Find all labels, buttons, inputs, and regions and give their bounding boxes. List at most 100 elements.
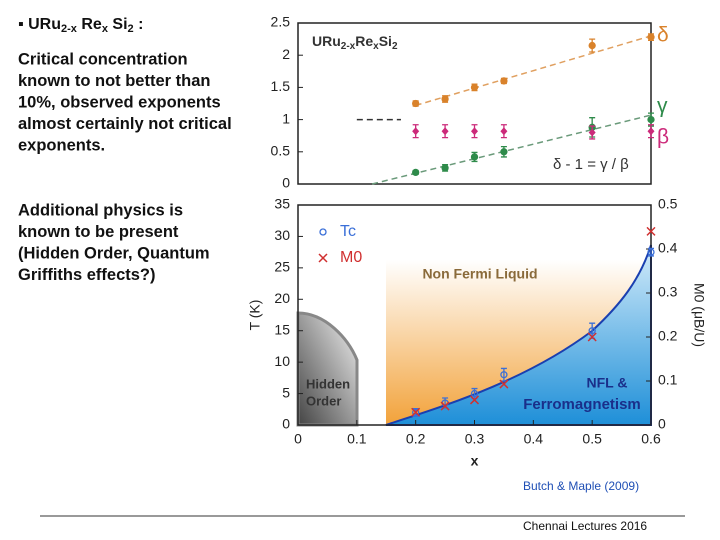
y-tick-label: 5 (282, 384, 290, 400)
x-tick-label: 0 (294, 431, 302, 447)
y-tick-label: 2 (282, 46, 290, 62)
marker (646, 226, 656, 236)
x-axis-label: x (471, 453, 479, 469)
marker (470, 83, 479, 92)
inset-subscript: 2-x (341, 41, 356, 52)
inset-subscript: x (373, 41, 379, 52)
fit-line (371, 114, 652, 185)
heading-part: Re (77, 16, 102, 33)
paragraph-line: known to be present (18, 223, 179, 241)
y-tick-label: 0 (282, 175, 290, 191)
marker (588, 128, 596, 137)
region-label: Non Fermi Liquid (422, 266, 537, 282)
paragraph-line: almost certainly not critical (18, 115, 232, 133)
x-tick-label: 0.1 (347, 431, 367, 447)
paragraph-line: Griffiths effects?) (18, 266, 156, 284)
marker (647, 115, 655, 124)
plot-frame (297, 22, 652, 185)
y2-tick-label: 0.2 (658, 328, 678, 344)
paragraph-line: known to not better than (18, 72, 210, 90)
heading-subscript: 2-x (61, 23, 78, 35)
y-tick-label: 20 (274, 290, 290, 306)
legend-label: γ (657, 95, 668, 118)
marker (469, 395, 480, 405)
marker (441, 164, 449, 172)
legend-label: β (657, 126, 669, 149)
y2-tick-label: 0 (658, 416, 666, 432)
marker (411, 407, 421, 417)
inset-part: Si (379, 33, 392, 49)
region-label: NFL & (587, 375, 628, 391)
heading-part: Si (108, 16, 128, 33)
x-tick-label: 0.3 (465, 431, 485, 447)
marker (647, 127, 655, 136)
y-tick-label: 1 (282, 110, 290, 126)
legend-marker (318, 253, 328, 263)
marker (412, 99, 420, 108)
marker (588, 41, 596, 50)
fm-region (385, 244, 652, 426)
hidden-order-region (296, 311, 359, 427)
y-tick-label: 30 (274, 227, 290, 243)
heading-subscript: 2 (128, 23, 134, 35)
paragraph-line: (Hidden Order, Quantum (18, 244, 210, 262)
y-tick-label: 15 (274, 321, 290, 337)
paragraph-line: 10%, observed exponents (18, 93, 221, 111)
marker (470, 153, 479, 161)
y2-tick-label: 0.4 (658, 240, 678, 256)
x-tick-label: 0.2 (406, 431, 426, 447)
heading: ▪ URu2-x Rex Si2 : (18, 16, 143, 35)
marker (441, 95, 449, 103)
region-label: Ferromagnetism (523, 396, 641, 413)
heading-part: : (134, 16, 144, 33)
error-bar (500, 367, 507, 382)
y-tick-label: 0.5 (271, 143, 291, 159)
marker (500, 371, 508, 379)
marker (412, 408, 420, 417)
region-label: Hidden (306, 376, 350, 391)
legend-label: Tc (340, 223, 356, 240)
y2-axis-label: M0 (μB/U) (691, 283, 707, 347)
x-tick-label: 0.6 (641, 431, 661, 447)
y-tick-label: 35 (274, 196, 290, 212)
marker (440, 401, 450, 411)
footer: Chennai Lectures 2016 (523, 519, 647, 533)
marker (500, 77, 508, 85)
legend-label: M0 (340, 249, 362, 266)
paragraph-line: exponents. (18, 136, 105, 154)
marker (500, 148, 508, 156)
legend-marker (319, 228, 327, 236)
marker (499, 379, 509, 389)
fit-line (415, 35, 652, 107)
region-label: Order (306, 393, 341, 408)
marker (470, 389, 479, 398)
inset-part: URu (312, 33, 341, 49)
inset-label: URu2-xRexSi2 (312, 33, 398, 52)
y-tick-label: 2.5 (271, 14, 291, 30)
marker (647, 248, 655, 256)
heading-part: URu (28, 16, 61, 33)
citation: Butch & Maple (2009) (523, 479, 639, 493)
marker (412, 127, 420, 136)
marker (500, 127, 508, 136)
y2-tick-label: 0.3 (658, 284, 678, 300)
marker (412, 168, 420, 177)
y2-tick-label: 0.1 (658, 372, 678, 388)
paragraph-line: Critical concentration (18, 50, 188, 68)
marker (441, 127, 449, 136)
marker (588, 327, 596, 335)
bullet: ▪ (18, 16, 28, 33)
y-tick-label: 25 (274, 259, 290, 275)
y2-tick-label: 0.5 (658, 196, 678, 212)
legend-label: δ (657, 24, 669, 47)
y-tick-label: 10 (274, 353, 290, 369)
paragraph-line: Additional physics is (18, 201, 183, 219)
marker (471, 127, 478, 136)
marker (587, 332, 597, 342)
annotation: δ - 1 = γ / β (553, 156, 629, 173)
inset-part: Re (355, 33, 373, 49)
marker (647, 33, 655, 41)
inset-subscript: 2 (392, 41, 398, 52)
